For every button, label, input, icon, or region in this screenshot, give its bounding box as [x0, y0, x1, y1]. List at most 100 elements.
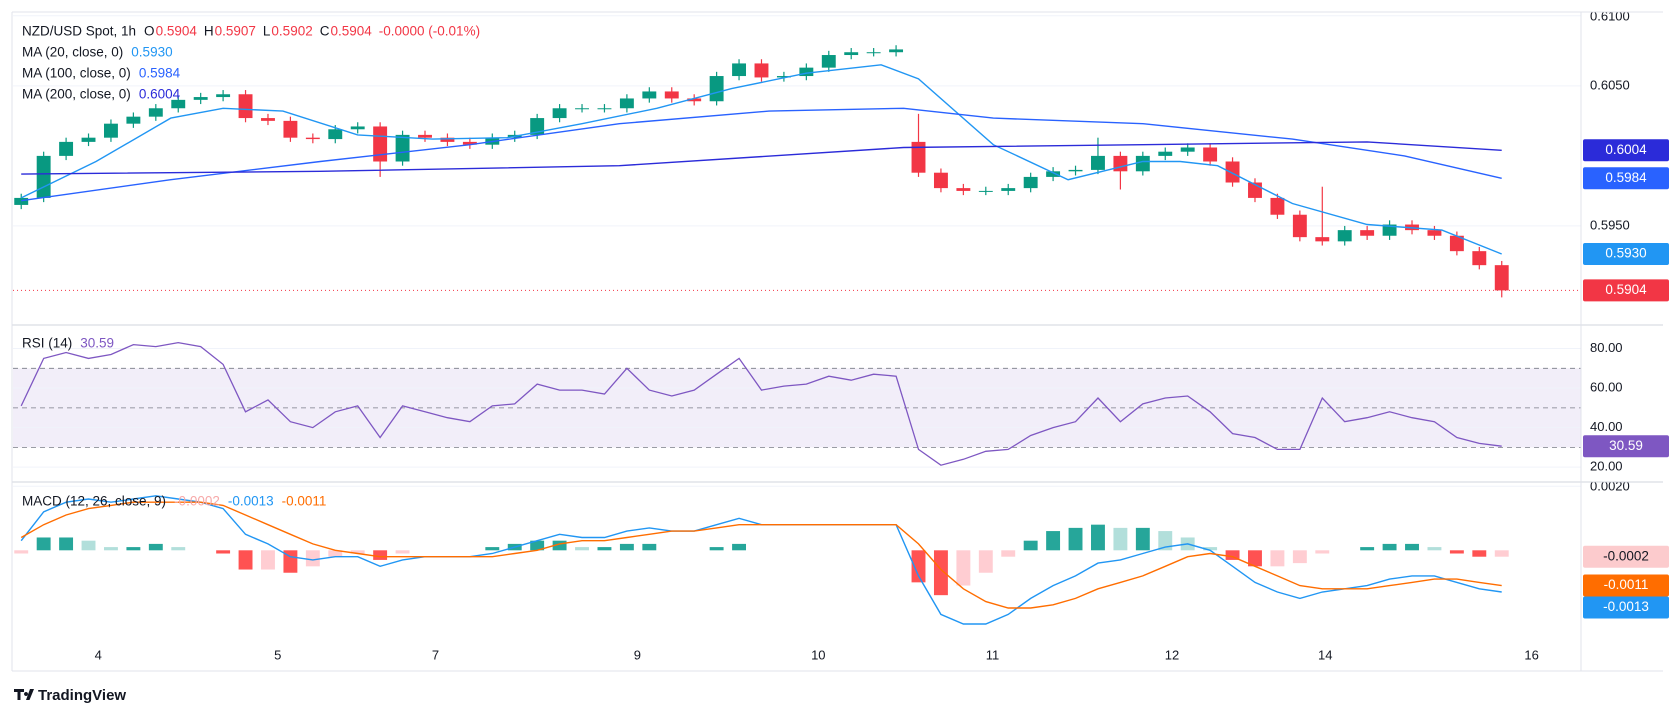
price-badge-label: 0.5904 [1605, 282, 1647, 297]
price-badge-label: -0.0002 [1603, 548, 1649, 563]
ohlc-value: 0.5907 [215, 24, 256, 39]
indicator-value: -0.0013 [228, 494, 274, 509]
candle-body [597, 108, 612, 110]
candle-body [821, 55, 836, 68]
price-badge [1583, 167, 1669, 190]
y-tick-label: 40.00 [1590, 419, 1623, 434]
macd-histogram-bar [305, 550, 320, 567]
tradingview-logo[interactable]: TradingView [14, 687, 126, 704]
candle-body [14, 197, 29, 205]
candle-body [575, 108, 589, 110]
candle-body [687, 98, 702, 102]
candle-body [1472, 251, 1487, 266]
macd-histogram-bar [103, 547, 118, 551]
candle-body [373, 126, 388, 162]
y-tick-label: 0.0020 [1590, 478, 1630, 493]
rsi-line [20, 341, 1502, 466]
candle-body [799, 67, 814, 77]
candle-body [328, 129, 343, 140]
macd-histogram-bar [575, 547, 589, 551]
candle-body [1046, 171, 1061, 177]
x-tick-label: 12 [1165, 647, 1179, 662]
candle-body [126, 116, 141, 124]
y-tick-label: 80.00 [1590, 340, 1623, 355]
indicator-name: MA (200, close, 0) [22, 87, 131, 102]
candle-body [1001, 188, 1016, 191]
candle-body [978, 190, 993, 192]
macd-histogram-bar [978, 550, 993, 573]
indicator-name: MA (20, close, 0) [22, 45, 123, 60]
candle-body [59, 141, 74, 156]
candle-body [754, 63, 769, 78]
marks-layer [13, 45, 1581, 625]
macd-histogram-bar [328, 550, 343, 557]
macd-histogram-bar [238, 550, 253, 570]
macd-histogram-bar [126, 547, 141, 551]
price-badge [1583, 435, 1669, 458]
price-badge [1583, 242, 1669, 265]
candle-body [1337, 230, 1352, 242]
candle-body [1203, 147, 1218, 162]
candle-body [1225, 161, 1240, 183]
macd-histogram-bar [148, 543, 163, 551]
candle-body [732, 63, 747, 77]
macd-histogram-bar [619, 543, 634, 551]
candle-body [664, 91, 679, 99]
macd-histogram-bar [552, 540, 567, 551]
macd-histogram-bar [1023, 540, 1038, 551]
candle-body [1023, 176, 1038, 189]
indicator-value: 30.59 [80, 336, 114, 351]
macd-histogram-bar [1091, 524, 1105, 551]
x-tick-label: 16 [1524, 647, 1538, 662]
candle-body [283, 120, 298, 138]
candle-body [305, 137, 320, 140]
indicator-value: 0.5984 [139, 66, 181, 81]
logo-icon [14, 689, 34, 700]
macd-histogram-bar [395, 550, 410, 554]
candle-body [1360, 230, 1375, 236]
x-tick-label: 5 [274, 647, 281, 662]
candle-body [1135, 155, 1150, 172]
y-tick-label: 0.5950 [1590, 217, 1630, 232]
candle-body [1270, 197, 1285, 215]
macd-histogram-bar [530, 540, 545, 551]
symbol-title: NZD/USD Spot, 1h [22, 24, 136, 39]
price-badge-label: -0.0011 [1604, 577, 1649, 592]
y-tick-label: 20.00 [1590, 459, 1623, 474]
candle-body [462, 141, 477, 145]
macd-histogram-bar [911, 550, 926, 583]
candle-body [1315, 237, 1330, 242]
macd-histogram-bar [1270, 550, 1285, 567]
macd-histogram-bar [1113, 527, 1128, 551]
indicator-value: 0.5930 [131, 45, 172, 60]
macd-histogram-bar [1382, 543, 1397, 551]
price-badge [1583, 596, 1669, 619]
candle-body [350, 126, 365, 130]
macd-histogram-bar [36, 537, 51, 551]
candle-body [171, 99, 186, 109]
macd-histogram-bar [14, 550, 29, 554]
x-tick-label: 10 [811, 647, 825, 662]
ohlc-key: C [320, 24, 330, 39]
moving-average-line [21, 141, 1502, 175]
price-badge-label: 0.5930 [1605, 246, 1646, 261]
price-badge [1583, 279, 1669, 302]
candle-body [844, 52, 859, 56]
moving-average-line [20, 64, 1502, 255]
candle-body [530, 118, 545, 135]
x-tick-label: 7 [432, 647, 439, 662]
candle-body [889, 49, 904, 53]
price-badge [1583, 139, 1669, 162]
indicator-name: MA (100, close, 0) [22, 66, 131, 81]
indicator-value: -0.0011 [282, 494, 327, 509]
candle-body [642, 91, 657, 99]
macd-histogram-bar [1225, 550, 1240, 560]
x-tick-label: 14 [1318, 647, 1332, 662]
x-tick-label: 9 [634, 647, 641, 662]
candle-body [1382, 224, 1397, 236]
macd-histogram-bar [283, 550, 298, 573]
price-badge-label: 0.6004 [1605, 142, 1647, 157]
candle-body [1091, 155, 1105, 170]
